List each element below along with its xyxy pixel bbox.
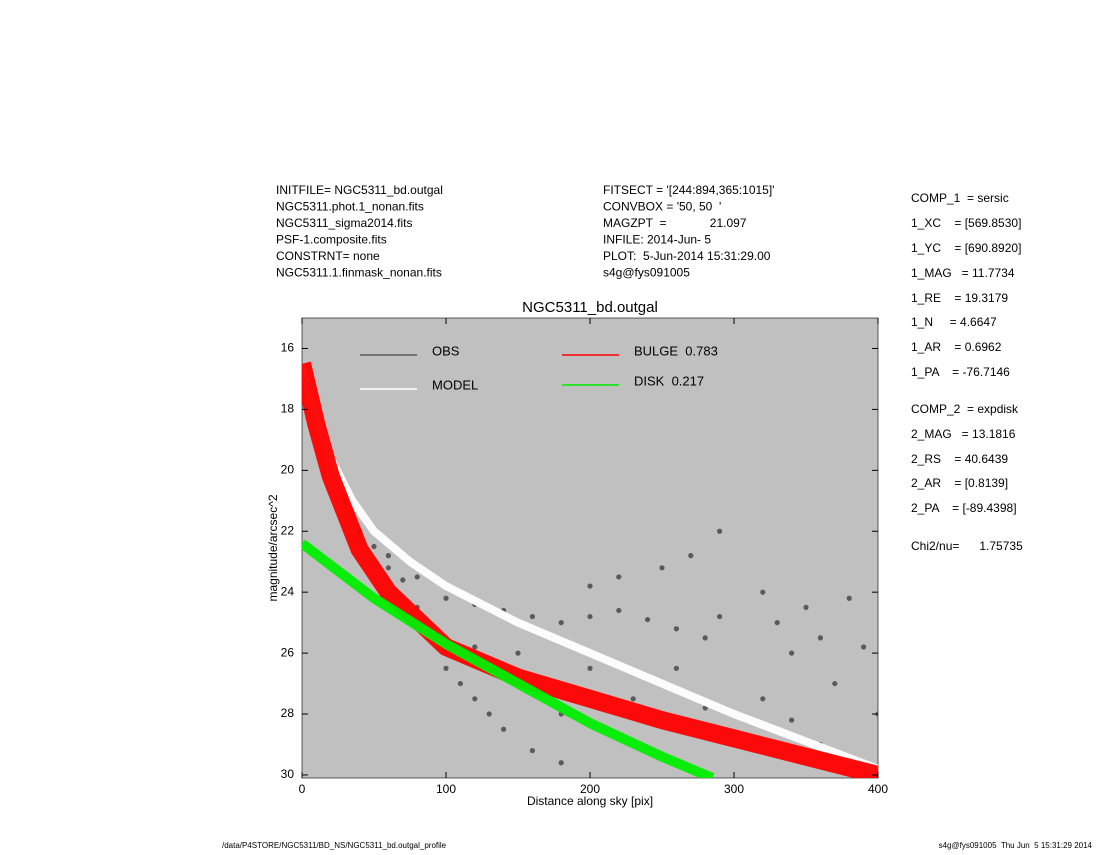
fit-parameter: 1_N = 4.6647 <box>911 315 997 329</box>
obs-point <box>443 595 449 601</box>
obs-point <box>587 613 593 620</box>
obs-point <box>457 680 463 687</box>
obs-point <box>385 565 391 571</box>
obs-point <box>789 650 795 656</box>
fit-parameter: 2_MAG = 13.1816 <box>911 427 1016 441</box>
obs-point <box>832 680 838 687</box>
fit-parameter: Chi2/nu= 1.75735 <box>911 539 1023 553</box>
x-axis-label: Distance along sky [pix] <box>527 794 653 808</box>
fit-parameter: 1_RE = 19.3179 <box>911 291 1008 305</box>
info-line: CONVBOX = '50, 50 ' <box>603 200 721 214</box>
x-tick-label: 0 <box>299 782 306 796</box>
obs-point <box>385 553 391 559</box>
obs-point <box>673 665 680 671</box>
y-axis-label: magnitude/arcsec^2 <box>266 494 280 601</box>
obs-point <box>630 696 636 702</box>
y-tick-label: 30 <box>281 767 295 781</box>
obs-point <box>645 616 651 623</box>
fit-parameter: 1_MAG = 11.7734 <box>911 266 1015 280</box>
legend-label: DISK 0.217 <box>634 373 704 388</box>
obs-point <box>789 717 795 723</box>
fit-parameter: 2_RS = 40.6439 <box>911 452 1008 466</box>
info-line: PLOT: 5-Jun-2014 15:31:29.00 <box>603 249 771 263</box>
y-tick-label: 16 <box>281 341 295 355</box>
fit-parameter: COMP_1 = sersic <box>911 191 1009 205</box>
obs-point <box>673 626 680 632</box>
obs-point <box>400 577 406 583</box>
obs-point <box>558 620 564 626</box>
info-line: s4g@fys091005 <box>603 266 690 280</box>
fit-parameter: 2_AR = [0.8139] <box>911 476 1008 490</box>
legend-label: OBS <box>432 343 460 358</box>
legend-label: BULGE 0.783 <box>634 343 718 358</box>
obs-point <box>529 613 536 620</box>
obs-point <box>861 644 867 650</box>
y-tick-label: 28 <box>281 706 295 720</box>
profile-band <box>302 539 715 778</box>
obs-point <box>846 595 852 601</box>
obs-point <box>414 574 420 580</box>
info-line: NGC5311.phot.1_nonan.fits <box>276 200 424 214</box>
obs-point <box>616 574 622 580</box>
obs-point <box>443 665 449 671</box>
obs-point <box>774 620 780 626</box>
info-line: INITFILE= NGC5311_bd.outgal <box>276 183 443 197</box>
y-tick-label: 24 <box>281 584 295 598</box>
obs-point <box>371 543 377 550</box>
obs-point <box>760 589 766 595</box>
fit-parameter: COMP_2 = expdisk <box>911 402 1019 416</box>
obs-point <box>472 644 478 650</box>
y-tick-label: 20 <box>281 462 295 476</box>
info-line: PSF-1.composite.fits <box>276 233 387 247</box>
fit-parameter: 2_PA = [-89.4398] <box>911 501 1017 515</box>
obs-point <box>717 613 723 620</box>
footer-path: /data/P4STORE/NGC5311/BD_NS/NGC5311_bd.o… <box>222 841 447 850</box>
fit-parameter: 1_XC = [569.8530] <box>911 216 1021 230</box>
fit-parameter: 1_AR = 0.6962 <box>911 340 1002 354</box>
chart-title: NGC5311_bd.outgal <box>522 299 658 316</box>
x-tick-label: 300 <box>724 782 744 796</box>
obs-point <box>587 583 593 589</box>
obs-point <box>659 565 665 571</box>
obs-point <box>760 696 766 702</box>
obs-point <box>486 711 492 717</box>
fit-parameter: 1_PA = -76.7146 <box>911 365 1010 379</box>
y-tick-label: 22 <box>281 523 295 537</box>
info-line: FITSECT = '[244:894,365:1015]' <box>603 183 774 197</box>
obs-point <box>702 635 708 641</box>
info-line: MAGZPT = 21.097 <box>603 216 747 230</box>
info-line: NGC5311.1.finmask_nonan.fits <box>276 266 442 280</box>
y-tick-label: 18 <box>281 402 295 416</box>
legend-label: MODEL <box>432 377 478 392</box>
footer-stamp: s4g@fys091005 Thu Jun 5 15:31:29 2014 <box>939 841 1093 850</box>
x-tick-label: 100 <box>436 782 456 796</box>
info-line: INFILE: 2014-Jun- 5 <box>603 233 711 247</box>
obs-point <box>587 665 593 671</box>
obs-point <box>688 553 694 559</box>
info-line: CONSTRNT= none <box>276 249 380 263</box>
obs-point <box>616 607 622 614</box>
obs-point <box>717 528 723 534</box>
header: INITFILE= NGC5311_bd.outgal NGC5311.phot.… <box>276 183 1023 553</box>
obs-point <box>501 726 507 732</box>
obs-point <box>558 760 564 766</box>
x-tick-label: 400 <box>868 782 888 796</box>
info-line: NGC5311_sigma2014.fits <box>276 216 413 230</box>
obs-point <box>472 696 478 702</box>
plot-data <box>302 361 878 778</box>
fit-parameter: 1_YC = [690.8920] <box>911 241 1021 255</box>
obs-point <box>529 747 536 754</box>
obs-point <box>817 635 824 641</box>
obs-point <box>515 650 521 656</box>
obs-point <box>803 604 809 611</box>
y-tick-label: 26 <box>281 645 295 659</box>
x-tick-label: 200 <box>580 782 600 796</box>
